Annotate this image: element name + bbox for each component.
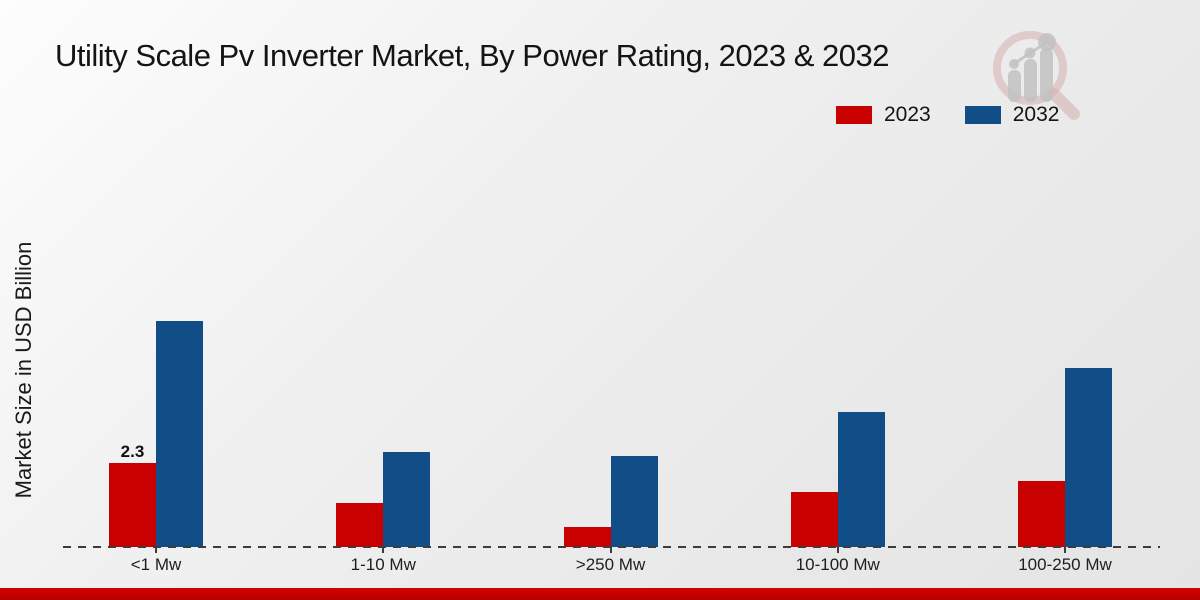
magnifier-handle [1048,88,1080,120]
bar-2023-<1-Mw [109,463,156,547]
x-axis-dashed-line [63,546,1160,548]
bar-2023-100-250-Mw [1018,481,1065,547]
bottom-accent-strip [0,588,1200,600]
category-label: <1 Mw [130,555,182,574]
legend: 2023 2032 [836,103,1059,127]
x-axis-tick [609,547,612,553]
chart-title: Utility Scale Pv Inverter Market, By Pow… [55,38,889,73]
category-label: 100-250 Mw [1018,555,1112,574]
bar-2023-10-100-Mw [790,492,838,547]
bar-2032-10-100-Mw [837,412,885,547]
legend-label: 2032 [1012,103,1060,126]
category-label: >250 Mw [575,555,646,574]
x-axis-tick [836,547,839,553]
x-axis-tick [382,547,385,553]
legend-item-2032: 2032 [964,103,1060,127]
legend-label: 2023 [884,103,931,126]
legend-item-2023: 2023 [836,103,931,127]
bar-2032-1-10-Mw [383,452,431,547]
bar-value-label: 2.3 [120,442,145,461]
magnifier-bar-chart-logo-icon [993,31,1080,120]
category-label: 10-100 Mw [795,555,880,574]
x-axis-tick [155,547,157,553]
category-label: 1-10 Mw [350,555,416,574]
legend-swatch-2023 [836,106,872,124]
bar-2032-100-250-Mw [1065,368,1112,547]
watermark-bars [1008,48,1053,102]
x-axis-tick [1064,547,1066,553]
watermark-dots [1009,33,1056,69]
bar-2023->250-Mw [563,527,611,547]
bar-2032->250-Mw [610,456,658,547]
bar-2032-<1-Mw [156,321,203,547]
legend-swatch-2032 [964,106,1001,124]
bar-2023-1-10-Mw [336,503,384,547]
